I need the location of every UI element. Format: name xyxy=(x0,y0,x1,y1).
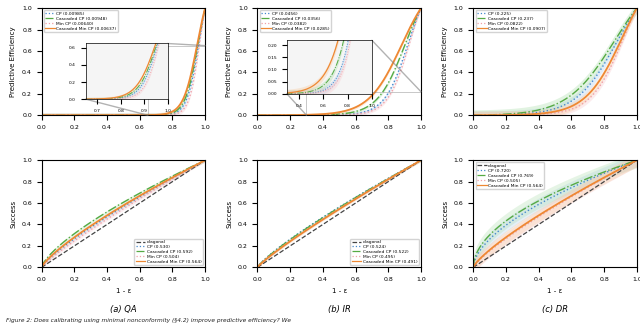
Y-axis label: Success: Success xyxy=(10,200,17,228)
Text: (c) DR: (c) DR xyxy=(542,305,568,314)
X-axis label: 1 - ε: 1 - ε xyxy=(332,288,347,294)
Text: (b) IR: (b) IR xyxy=(328,305,351,314)
Text: (a) QA: (a) QA xyxy=(110,305,137,314)
Y-axis label: Predictive Efficiency: Predictive Efficiency xyxy=(442,26,448,97)
Legend: diagonal, CP (0.524), Cascaded CP (0.522), Min CP (0.495), Cascaded Min CP (0.49: diagonal, CP (0.524), Cascaded CP (0.522… xyxy=(350,239,419,265)
Legend: CP (0.0456), Cascaded CP (0.0356), Min CP (0.0382), Cascaded Min CP (0.0285): CP (0.0456), Cascaded CP (0.0356), Min C… xyxy=(260,10,331,32)
Legend: diagonal, CP (0.530), Cascaded CP (0.592), Min CP (0.504), Cascaded Min CP (0.56: diagonal, CP (0.530), Cascaded CP (0.592… xyxy=(134,239,203,265)
Bar xyxy=(148,46,205,115)
Y-axis label: Predictive Efficiency: Predictive Efficiency xyxy=(10,26,17,97)
Y-axis label: Success: Success xyxy=(227,200,232,228)
Legend: CP (0.225), Cascaded CP (0.237), Min CP (0.0822), Cascaded Min CP (0.0907): CP (0.225), Cascaded CP (0.237), Min CP … xyxy=(476,10,547,32)
Legend: diagonal, CP (0.720), Cascaded CP (0.769), Min CP (0.505), Cascaded Min CP (0.56: diagonal, CP (0.720), Cascaded CP (0.769… xyxy=(476,162,544,189)
X-axis label: 1 - ε: 1 - ε xyxy=(547,288,563,294)
X-axis label: 1 - ε: 1 - ε xyxy=(116,288,131,294)
Text: Figure 2: Does calibrating using minimal nonconformity (§4.2) improve predictive: Figure 2: Does calibrating using minimal… xyxy=(6,318,291,323)
Bar xyxy=(307,92,421,115)
Y-axis label: Predictive Efficiency: Predictive Efficiency xyxy=(227,26,232,97)
Y-axis label: Success: Success xyxy=(442,200,448,228)
Legend: CP (0.00985), Cascaded CP (0.00948), Min CP (0.00640), Cascaded Min CP (0.00637): CP (0.00985), Cascaded CP (0.00948), Min… xyxy=(44,10,118,32)
